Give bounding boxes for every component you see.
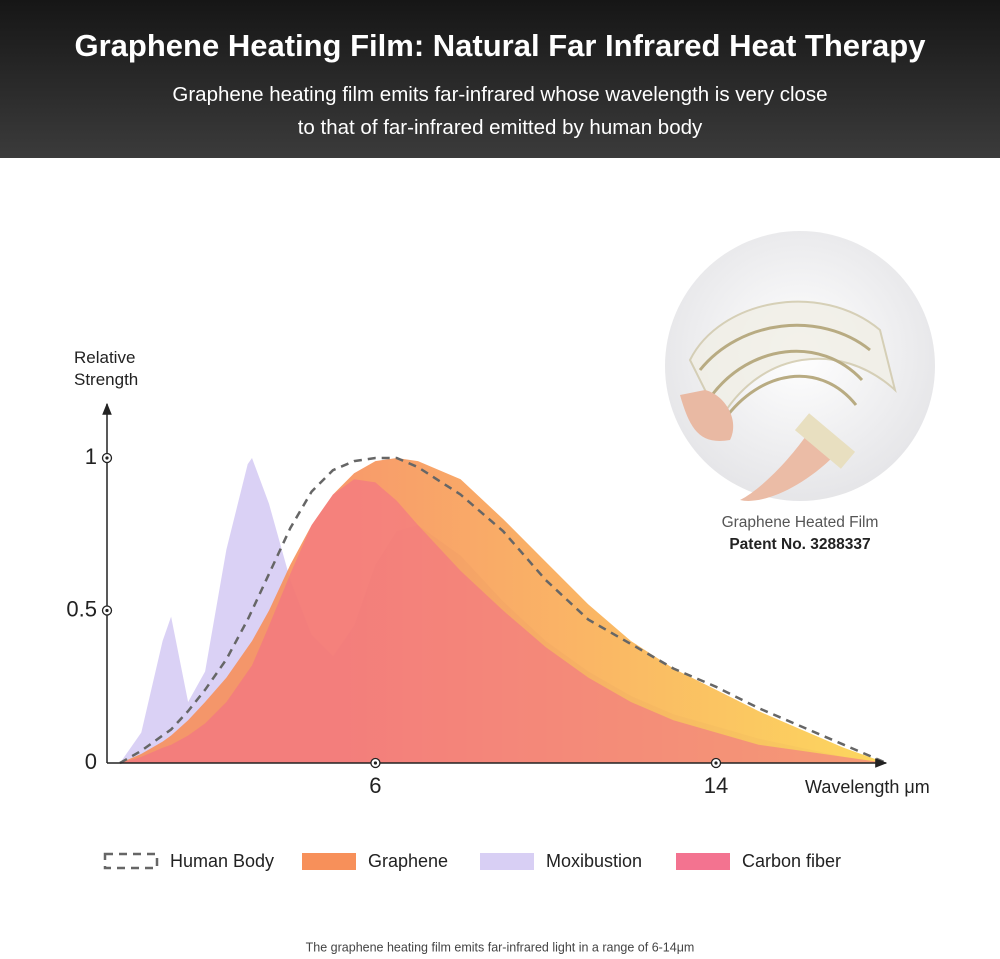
y-tick-label: 0	[85, 749, 97, 774]
tick-dot	[373, 761, 378, 765]
legend-label: Moxibustion	[546, 851, 642, 871]
series-area	[120, 479, 887, 763]
photo-caption: Graphene Heated Film	[722, 514, 879, 531]
x-axis-label: Wavelength μm	[805, 777, 930, 797]
legend-swatch	[103, 852, 159, 870]
legend-swatch	[302, 853, 356, 870]
footnote: The graphene heating film emits far-infr…	[306, 940, 695, 954]
legend-swatch	[676, 853, 730, 870]
series-line	[119, 456, 887, 765]
tick-dot	[105, 456, 109, 460]
x-tick-label: 6	[369, 773, 381, 798]
photo	[665, 231, 935, 501]
tick-dot	[714, 761, 718, 765]
legend-label: Graphene	[368, 851, 448, 871]
legend-swatch	[480, 853, 534, 870]
legend-label: Carbon fiber	[742, 851, 841, 871]
y-axis-label: Relative Strength	[74, 348, 139, 389]
y-tick-label: 0.5	[66, 596, 97, 621]
y-tick-label: 1	[85, 444, 97, 469]
patent-number: Patent No. 3288337	[729, 536, 870, 553]
plot-area	[119, 456, 887, 765]
x-tick-label: 14	[704, 773, 728, 798]
legend-label: Human Body	[170, 851, 274, 871]
header: Graphene Heating Film: Natural Far Infra…	[0, 0, 1000, 158]
page-subtitle: Graphene heating film emits far-infrared…	[172, 83, 828, 139]
page-title: Graphene Heating Film: Natural Far Infra…	[74, 28, 926, 63]
tick-dot	[105, 608, 109, 613]
